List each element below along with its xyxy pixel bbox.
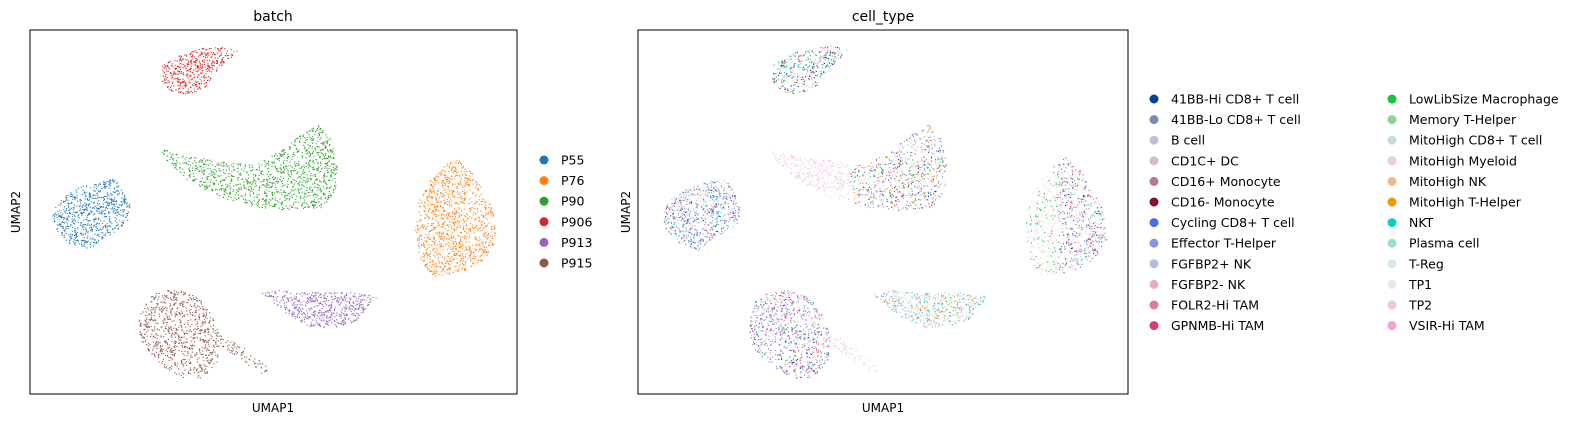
cell-type-legend-marker [1387, 238, 1397, 248]
cell-type-ylabel: UMAP2 [619, 191, 633, 233]
cell-type-legend-label: CD16+ Monocyte [1171, 174, 1281, 189]
batch-axes-frame [29, 29, 518, 395]
batch-cluster-blob4 [415, 159, 497, 277]
cell-type-legend-marker [1149, 156, 1159, 166]
cell-type-legend-label: 41BB-Hi CD8+ T cell [1171, 92, 1299, 107]
batch-legend-marker [539, 217, 549, 227]
cell-type-legend-marker [1387, 176, 1397, 186]
cell-type-legend-label: Memory T-Helper [1409, 112, 1517, 127]
batch-cluster-blob3 [162, 47, 238, 95]
batch-legend-marker [539, 237, 549, 247]
cell-type-points [663, 45, 1107, 379]
cell-type-legend-label: Plasma cell [1409, 236, 1480, 251]
batch-cluster-blob6 [138, 290, 220, 379]
batch-legend-label: P55 [561, 153, 584, 168]
cell-type-legend-label: FGFBP2- NK [1171, 277, 1246, 292]
cell-type-legend-label: TP2 [1408, 298, 1432, 313]
batch-legend-marker [539, 155, 549, 165]
cell-type-legend-marker [1387, 321, 1397, 331]
cell-type-legend-label: MitoHigh T-Helper [1409, 195, 1522, 210]
cell-type-cluster-blob5 [873, 290, 986, 328]
cell-type-legend-marker [1387, 197, 1397, 207]
cell-type-legend-label: GPNMB-Hi TAM [1171, 318, 1264, 333]
cell-type-cluster-blob3 [772, 45, 848, 95]
cell-type-legend-label: VSIR-Hi TAM [1409, 318, 1485, 333]
cell-type-legend-label: B cell [1171, 133, 1205, 148]
cell-type-xlabel: UMAP1 [862, 401, 904, 415]
cell-type-legend-marker [1149, 279, 1159, 289]
cell-type-legend-label: MitoHigh NK [1409, 174, 1487, 189]
cell-type-cluster-tail6 [824, 333, 877, 373]
batch-legend-label: P913 [561, 235, 592, 250]
cell-type-legend-marker [1149, 238, 1159, 248]
cell-type-legend-label: FOLR2-Hi TAM [1171, 298, 1259, 313]
cell-type-legend-marker [1149, 115, 1159, 125]
batch-legend-label: P915 [561, 256, 592, 271]
cell-type-legend-marker [1387, 94, 1397, 104]
cell-type-legend-marker [1149, 176, 1159, 186]
cell-type-legend-label: CD16- Monocyte [1171, 195, 1275, 210]
cell-type-legend-marker [1149, 94, 1159, 104]
cell-type-legend-label: FGFBP2+ NK [1171, 256, 1252, 271]
batch-legend-marker [539, 196, 549, 206]
batch-legend: P55 P76 P90 P906 P913 P915 [539, 153, 592, 271]
cell-type-legend-label: Effector T-Helper [1171, 236, 1277, 251]
batch-cluster-blob1 [52, 178, 131, 249]
cell-type-cluster-blob2 [772, 124, 947, 211]
cell-type-legend-marker [1149, 135, 1159, 145]
cell-type-legend-marker [1149, 197, 1159, 207]
batch-legend-marker [539, 176, 549, 186]
cell-type-legend-marker [1149, 218, 1159, 228]
cell-type-legend-marker [1149, 300, 1159, 310]
cell-type-title: cell_type [852, 9, 914, 25]
batch-cluster-tail6 [215, 331, 268, 374]
cell-type-legend-marker [1387, 300, 1397, 310]
cell-type-cluster-blob4 [1026, 157, 1107, 276]
batch-points [52, 47, 497, 379]
batch-legend-label: P90 [561, 194, 584, 209]
cell-type-cluster-blob6 [749, 290, 831, 379]
cell-type-legend-label: NKT [1409, 215, 1434, 230]
cell-type-legend-label: TP1 [1408, 277, 1432, 292]
batch-legend-label: P906 [561, 214, 592, 229]
batch-cluster-blob5 [262, 290, 377, 328]
cell-type-legend-marker [1387, 115, 1397, 125]
cell-type-cluster-blob1 [663, 180, 741, 251]
cell-type-legend-marker [1387, 218, 1397, 228]
cell-type-legend-marker [1387, 156, 1397, 166]
cell-type-legend-marker [1149, 321, 1159, 331]
cell-type-legend-marker [1149, 259, 1159, 269]
batch-legend-label: P76 [561, 173, 584, 188]
cell-type-legend-marker [1387, 279, 1397, 289]
batch-panel: batch UMAP1 UMAP2 P55 P76 P90 P906 P913 P915 [9, 9, 592, 415]
cell-type-legend-marker [1387, 259, 1397, 269]
cell-type-legend-label: LowLibSize Macrophage [1409, 92, 1559, 107]
batch-xlabel: UMAP1 [252, 401, 294, 415]
cell-type-legend: 41BB-Hi CD8+ T cell 41BB-Lo CD8+ T cell B … [1149, 92, 1559, 333]
cell-type-legend-label: T-Reg [1408, 256, 1444, 271]
cell-type-legend-label: MitoHigh Myeloid [1409, 153, 1517, 168]
cell-type-legend-label: MitoHigh CD8+ T cell [1409, 133, 1542, 148]
batch-title: batch [253, 9, 293, 25]
batch-legend-marker [539, 258, 549, 268]
batch-cluster-blob2 [161, 125, 338, 211]
cell-type-legend-label: Cycling CD8+ T cell [1171, 215, 1295, 230]
cell-type-axes-frame [637, 29, 1129, 395]
cell-type-panel: cell_type UMAP1 UMAP2 41BB-Hi CD8+ T cel… [619, 9, 1559, 415]
cell-type-legend-marker [1387, 135, 1397, 145]
cell-type-legend-label: CD1C+ DC [1171, 153, 1239, 168]
cell-type-legend-label: 41BB-Lo CD8+ T cell [1171, 112, 1301, 127]
batch-ylabel: UMAP2 [9, 191, 23, 233]
